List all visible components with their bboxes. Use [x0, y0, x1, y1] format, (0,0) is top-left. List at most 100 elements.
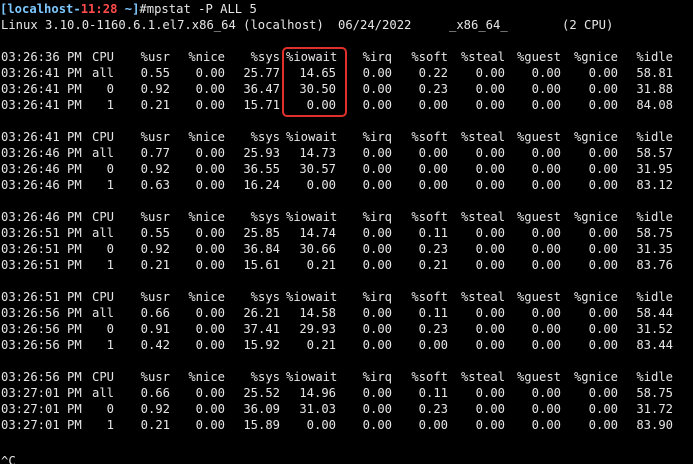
value-idle: 83.12	[636, 178, 673, 192]
value-steal: 0.00	[475, 306, 505, 320]
value-idle: 58.57	[636, 146, 673, 160]
header-soft: %soft	[411, 290, 448, 304]
timestamp: 03:26:46 PM	[1, 178, 82, 192]
header-steal: %steal	[460, 370, 505, 384]
value-gnice: 0.00	[588, 242, 618, 256]
timestamp: 03:27:01 PM	[1, 418, 82, 432]
value-cpu: all	[91, 306, 114, 320]
value-cpu: 0	[106, 402, 114, 416]
value-idle: 84.08	[636, 98, 673, 112]
value-irq: 0.00	[362, 226, 392, 240]
value-iowait: 14.96	[299, 386, 336, 400]
value-soft: 0.00	[418, 178, 448, 192]
value-nice: 0.00	[195, 242, 225, 256]
value-steal: 0.00	[475, 402, 505, 416]
header-soft: %soft	[411, 130, 448, 144]
value-nice: 0.00	[195, 418, 225, 432]
value-cpu: all	[91, 386, 114, 400]
header-irq: %irq	[362, 370, 392, 384]
header-usr: %usr	[140, 370, 170, 384]
value-cpu: 1	[106, 98, 114, 112]
value-nice: 0.00	[195, 146, 225, 160]
timestamp: 03:26:46 PM	[1, 210, 82, 224]
value-guest: 0.00	[531, 162, 561, 176]
timestamp: 03:26:51 PM	[1, 226, 82, 240]
value-sys: 15.71	[243, 98, 280, 112]
value-guest: 0.00	[531, 98, 561, 112]
mpstat-output: 03:26:36 PM CPU %usr %nice %sys %iowait %irq %s…	[0, 33, 693, 433]
value-irq: 0.00	[362, 418, 392, 432]
value-steal: 0.00	[475, 258, 505, 272]
header-guest: %guest	[516, 210, 561, 224]
value-idle: 31.35	[636, 242, 673, 256]
timestamp: 03:27:01 PM	[1, 402, 82, 416]
value-irq: 0.00	[362, 178, 392, 192]
value-iowait: 14.58	[299, 306, 336, 320]
architecture: _x86_64_	[449, 18, 508, 32]
timestamp: 03:26:51 PM	[1, 258, 82, 272]
value-iowait: 0.00	[306, 98, 336, 112]
value-gnice: 0.00	[588, 338, 618, 352]
value-usr: 0.55	[140, 226, 170, 240]
value-irq: 0.00	[362, 386, 392, 400]
timestamp: 03:26:56 PM	[1, 338, 82, 352]
value-iowait: 14.73	[299, 146, 336, 160]
timestamp: 03:26:41 PM	[1, 66, 82, 80]
value-gnice: 0.00	[588, 322, 618, 336]
header-usr: %usr	[140, 290, 170, 304]
value-soft: 0.23	[418, 322, 448, 336]
value-nice: 0.00	[195, 402, 225, 416]
value-sys: 15.92	[243, 338, 280, 352]
value-irq: 0.00	[362, 98, 392, 112]
header-idle: %idle	[636, 130, 673, 144]
value-usr: 0.21	[140, 418, 170, 432]
value-guest: 0.00	[531, 178, 561, 192]
header-nice: %nice	[188, 50, 225, 64]
header-iowait: %iowait	[286, 130, 338, 144]
timestamp: 03:26:41 PM	[1, 82, 82, 96]
value-iowait: 0.00	[306, 418, 336, 432]
value-gnice: 0.00	[588, 226, 618, 240]
value-idle: 58.44	[636, 306, 673, 320]
header-cpu: CPU	[91, 370, 114, 384]
value-sys: 25.77	[243, 66, 280, 80]
value-nice: 0.00	[195, 258, 225, 272]
stat-row: 03:26:56 PM 1 0.42 0.00 15.92 0.21 0.00 0.00 0.0…	[0, 337, 693, 353]
value-gnice: 0.00	[588, 66, 618, 80]
value-iowait: 0.21	[306, 258, 336, 272]
stat-row: 03:26:41 PM 0 0.92 0.00 36.47 30.50 0.00 0.23 0.…	[0, 81, 693, 97]
value-sys: 15.89	[243, 418, 280, 432]
prompt-path: ~]	[117, 2, 140, 16]
value-gnice: 0.00	[588, 98, 618, 112]
header-idle: %idle	[636, 290, 673, 304]
value-sys: 36.47	[243, 82, 280, 96]
value-sys: 36.84	[243, 242, 280, 256]
kernel-info: Linux 3.10.0-1160.6.1.el7.x86_64 (localh…	[1, 18, 324, 32]
value-soft: 0.23	[418, 402, 448, 416]
value-idle: 83.44	[636, 338, 673, 352]
value-idle: 31.88	[636, 82, 673, 96]
header-sys: %sys	[250, 290, 280, 304]
header-nice: %nice	[188, 290, 225, 304]
value-idle: 58.75	[636, 386, 673, 400]
value-gnice: 0.00	[588, 306, 618, 320]
value-usr: 0.91	[140, 322, 170, 336]
stat-header-row: 03:26:56 PM CPU %usr %nice %sys %iowait %irq %s…	[0, 369, 693, 385]
value-idle: 58.81	[636, 66, 673, 80]
value-usr: 0.66	[140, 386, 170, 400]
header-idle: %idle	[636, 370, 673, 384]
value-usr: 0.63	[140, 178, 170, 192]
value-gnice: 0.00	[588, 162, 618, 176]
value-steal: 0.00	[475, 98, 505, 112]
timestamp: 03:26:56 PM	[1, 370, 82, 384]
value-gnice: 0.00	[588, 146, 618, 160]
value-irq: 0.00	[362, 306, 392, 320]
value-soft: 0.11	[418, 306, 448, 320]
value-usr: 0.92	[140, 162, 170, 176]
command-text: #mpstat -P ALL 5	[139, 2, 257, 16]
header-idle: %idle	[636, 210, 673, 224]
stat-header-row: 03:26:51 PM CPU %usr %nice %sys %iowait %irq %s…	[0, 289, 693, 305]
value-guest: 0.00	[531, 386, 561, 400]
value-soft: 0.11	[418, 226, 448, 240]
